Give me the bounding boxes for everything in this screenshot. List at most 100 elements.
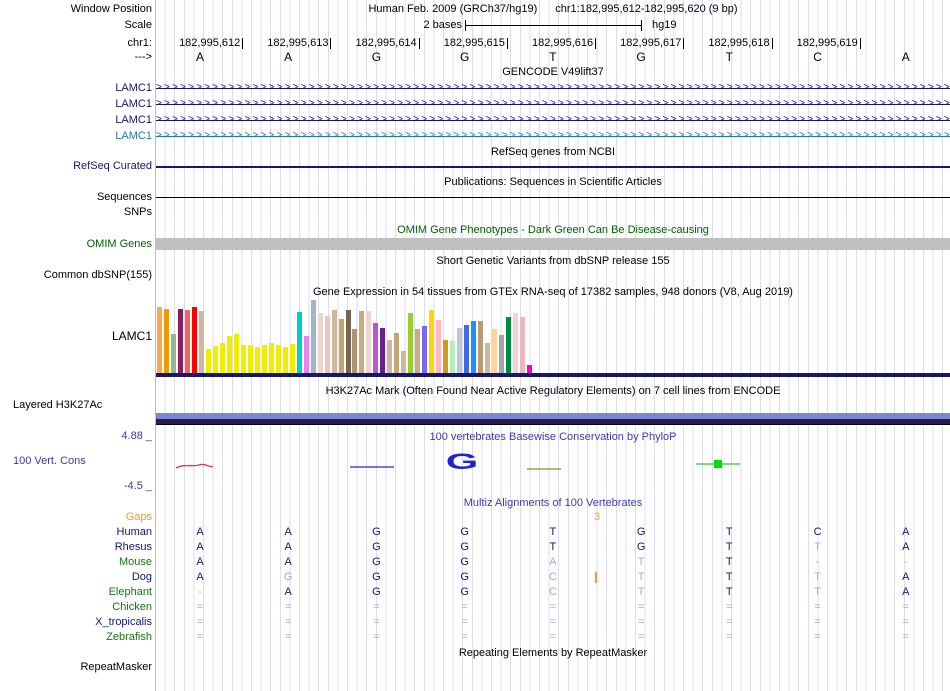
gtex-tissue-bar[interactable] (282, 347, 288, 373)
multiz-gaps-label[interactable]: Gaps (125, 511, 152, 523)
gtex-tissue-bar[interactable] (177, 309, 183, 373)
gtex-tissue-bar[interactable] (240, 345, 246, 373)
gtex-gene-label[interactable]: LAMC1 (111, 329, 152, 343)
sequence-base: G (371, 50, 382, 64)
multiz-base: A (196, 556, 204, 568)
gtex-tissue-bar[interactable] (380, 328, 386, 373)
gtex-tissue-bar[interactable] (464, 325, 470, 373)
gtex-tissue-bar[interactable] (359, 311, 365, 373)
multiz-base: A (196, 571, 204, 583)
multiz-base: A (196, 526, 204, 538)
gtex-gene-model-bar[interactable] (156, 373, 950, 377)
gtex-tissue-bar[interactable] (408, 313, 414, 373)
omim-genes-label[interactable]: OMIM Genes (86, 238, 152, 250)
gencode-gene-arrow-line[interactable]: >>>>>>>>>>>>>>>>>>>>>>>>>>>>>>>>>>>>>>>>… (156, 97, 950, 111)
multiz-species-label[interactable]: Dog (131, 571, 152, 583)
sequences-label[interactable]: Sequences (96, 191, 152, 203)
gtex-tissue-bar[interactable] (345, 310, 351, 373)
gencode-gene-label[interactable]: LAMC1 (115, 114, 152, 126)
gtex-tissue-bar[interactable] (226, 336, 232, 373)
gtex-tissue-bar[interactable] (366, 311, 372, 373)
gencode-gene-arrow-line[interactable]: >>>>>>>>>>>>>>>>>>>>>>>>>>>>>>>>>>>>>>>>… (156, 129, 950, 143)
gtex-tissue-bar[interactable] (205, 349, 211, 373)
gtex-tissue-bar[interactable] (324, 316, 330, 373)
gtex-tissue-bar[interactable] (352, 329, 358, 373)
gtex-tissue-bar[interactable] (212, 346, 218, 373)
gtex-tissue-bar[interactable] (289, 344, 295, 373)
h3k27ac-label[interactable]: Layered H3K27Ac (13, 399, 103, 411)
gtex-tissue-bar[interactable] (171, 334, 176, 373)
gtex-tissue-bar[interactable] (485, 343, 491, 373)
gtex-tissue-bar[interactable] (394, 333, 400, 373)
gtex-tissue-bar[interactable] (268, 343, 274, 373)
gtex-tissue-bar[interactable] (450, 341, 456, 373)
multiz-species-label[interactable]: Rhesus (114, 541, 152, 553)
gtex-tissue-bar[interactable] (478, 321, 484, 373)
refseq-gene-bar[interactable] (156, 166, 950, 168)
gtex-tissue-bar[interactable] (373, 323, 379, 373)
gtex-tissue-bar[interactable] (303, 336, 309, 373)
gtex-tissue-bar[interactable] (401, 351, 407, 373)
multiz-base: = (373, 601, 380, 613)
gtex-tissue-bar[interactable] (415, 329, 421, 373)
gtex-tissue-bar[interactable] (164, 309, 169, 373)
multiz-base: = (461, 601, 468, 613)
gtex-tissue-bar[interactable] (387, 340, 393, 373)
multiz-species-label[interactable]: X_tropicalis (95, 616, 152, 628)
gtex-tissue-bar[interactable] (457, 328, 463, 373)
gtex-tissue-bar[interactable] (310, 300, 316, 373)
repeatmasker-label[interactable]: RepeatMasker (80, 661, 152, 673)
strand-direction-label: ---> (134, 51, 152, 63)
gtex-tissue-bar[interactable] (526, 365, 532, 373)
gtex-tissue-bar[interactable] (436, 320, 442, 373)
gtex-tissue-bar[interactable] (471, 321, 477, 373)
gtex-tissue-bar[interactable] (338, 319, 344, 373)
gtex-tissue-bar[interactable] (233, 334, 239, 373)
gencode-gene-label[interactable]: LAMC1 (115, 82, 152, 94)
gtex-tissue-bar[interactable] (254, 347, 260, 373)
gtex-tissue-bar[interactable] (247, 345, 253, 373)
coordinate-label: 182,995,618 (708, 37, 770, 49)
gtex-tissue-bar[interactable] (317, 313, 323, 373)
gtex-tissue-bar[interactable] (275, 345, 281, 373)
refseq-curated-label[interactable]: RefSeq Curated (73, 160, 152, 172)
gtex-tissue-bar[interactable] (219, 343, 225, 373)
multiz-species-label[interactable]: Chicken (112, 601, 152, 613)
h3k27ac-signal-band-bottom[interactable] (156, 419, 950, 424)
snps-label[interactable]: SNPs (123, 206, 152, 218)
gencode-gene-label[interactable]: LAMC1 (115, 130, 152, 142)
gtex-tissue-bar[interactable] (429, 310, 435, 373)
gtex-tissue-bar[interactable] (499, 335, 504, 373)
gencode-gene-label[interactable]: LAMC1 (115, 98, 152, 110)
gencode-gene-arrow-line[interactable]: >>>>>>>>>>>>>>>>>>>>>>>>>>>>>>>>>>>>>>>>… (156, 81, 950, 95)
gtex-tissue-bar[interactable] (513, 313, 518, 373)
gtex-tissue-bar[interactable] (331, 310, 337, 373)
omim-gene-bar[interactable] (156, 238, 950, 250)
publications-sequence-bar[interactable] (156, 197, 950, 198)
multiz-base: A (284, 541, 292, 553)
gencode-gene-arrow-line[interactable]: >>>>>>>>>>>>>>>>>>>>>>>>>>>>>>>>>>>>>>>>… (156, 113, 950, 127)
conservation-score-marks[interactable] (156, 448, 950, 492)
dbsnp-label[interactable]: Common dbSNP(155) (43, 269, 152, 281)
gtex-tissue-bar[interactable] (261, 345, 267, 373)
multiz-species-label[interactable]: Zebrafish (106, 631, 152, 643)
gtex-tissue-bar[interactable] (157, 307, 162, 373)
gtex-tissue-bar[interactable] (443, 340, 449, 373)
gtex-tissue-bar[interactable] (184, 310, 190, 373)
sequence-base: G (636, 50, 646, 64)
conservation-label[interactable]: 100 Vert. Cons (13, 455, 86, 467)
sequence-base: A (195, 50, 204, 64)
gtex-tissue-bar[interactable] (191, 307, 197, 373)
gtex-tissue-bar[interactable] (520, 317, 525, 373)
gtex-tissue-bar[interactable] (296, 312, 302, 373)
multiz-species-label[interactable]: Elephant (108, 586, 152, 598)
coordinate-tick (859, 38, 861, 49)
gtex-tissue-bar[interactable] (492, 329, 497, 373)
gtex-tissue-bar[interactable] (506, 317, 511, 373)
gtex-tissue-bar[interactable] (198, 311, 204, 373)
multiz-species-label[interactable]: Human (116, 526, 152, 538)
h3k27ac-signal-band-top[interactable] (156, 413, 950, 419)
multiz-base: - (815, 556, 820, 568)
gtex-tissue-bar[interactable] (422, 326, 428, 373)
multiz-species-label[interactable]: Mouse (118, 556, 152, 568)
